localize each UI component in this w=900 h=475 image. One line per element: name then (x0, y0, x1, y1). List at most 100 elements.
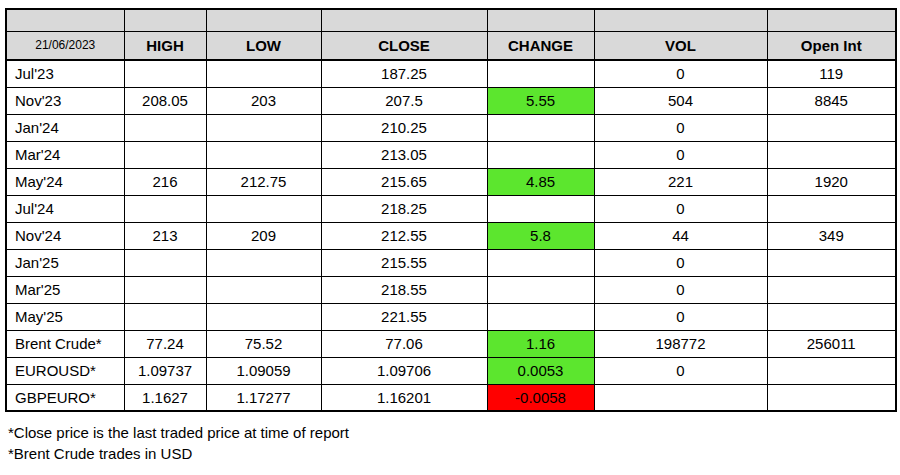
spacer-cell (124, 9, 206, 31)
close-cell: 215.65 (321, 168, 487, 195)
contract-label-cell: Nov'24 (6, 222, 124, 249)
close-cell: 212.55 (321, 222, 487, 249)
contract-label-cell: Nov'23 (6, 87, 124, 114)
openint-cell (767, 249, 896, 276)
close-cell: 1.16201 (321, 384, 487, 411)
low-cell (206, 114, 321, 141)
openint-cell (767, 357, 896, 384)
openint-cell (767, 384, 896, 411)
change-cell (487, 276, 594, 303)
change-cell (487, 249, 594, 276)
change-cell (487, 195, 594, 222)
contract-label-cell: Jul'24 (6, 195, 124, 222)
vol-cell: 0 (594, 249, 767, 276)
change-cell: -0.0058 (487, 384, 594, 411)
low-cell: 1.17277 (206, 384, 321, 411)
table-row: Mar'24 213.05 0 (6, 141, 896, 168)
table-row: Mar'25 218.55 0 (6, 276, 896, 303)
futures-price-table: 21/06/2023 HIGH LOW CLOSE CHANGE VOL Ope… (5, 8, 897, 412)
low-cell (206, 303, 321, 330)
vol-cell (594, 384, 767, 411)
spacer-row (6, 9, 896, 31)
change-cell (487, 114, 594, 141)
close-cell: 218.25 (321, 195, 487, 222)
low-cell: 1.09059 (206, 357, 321, 384)
close-cell: 218.55 (321, 276, 487, 303)
openint-cell: 1920 (767, 168, 896, 195)
contract-label-cell: GBPEURO* (6, 384, 124, 411)
vol-cell: 0 (594, 195, 767, 222)
table-row: Jul'23187.250119 (6, 60, 896, 87)
column-header-change: CHANGE (487, 31, 594, 60)
report-date: 21/06/2023 (6, 31, 124, 60)
contract-label-cell: May'25 (6, 303, 124, 330)
contract-label-cell: Jan'24 (6, 114, 124, 141)
contract-label-cell: EUROUSD* (6, 357, 124, 384)
openint-cell: 349 (767, 222, 896, 249)
footnote-close-price: *Close price is the last traded price at… (8, 422, 895, 443)
high-cell (124, 141, 206, 168)
close-cell: 215.55 (321, 249, 487, 276)
column-header-low: LOW (206, 31, 321, 60)
vol-cell: 0 (594, 276, 767, 303)
vol-cell: 0 (594, 141, 767, 168)
table-row: May'25 221.55 0 (6, 303, 896, 330)
vol-cell: 0 (594, 303, 767, 330)
vol-cell: 44 (594, 222, 767, 249)
high-cell (124, 60, 206, 87)
vol-cell: 221 (594, 168, 767, 195)
low-cell (206, 195, 321, 222)
low-cell (206, 276, 321, 303)
high-cell: 1.1627 (124, 384, 206, 411)
spacer-cell (594, 9, 767, 31)
openint-cell: 119 (767, 60, 896, 87)
high-cell (124, 195, 206, 222)
table-row: Jul'24 218.25 0 (6, 195, 896, 222)
close-cell: 77.06 (321, 330, 487, 357)
report-page: 21/06/2023 HIGH LOW CLOSE CHANGE VOL Ope… (0, 0, 900, 475)
high-cell: 213 (124, 222, 206, 249)
close-cell: 187.25 (321, 60, 487, 87)
vol-cell: 0 (594, 60, 767, 87)
high-cell (124, 249, 206, 276)
change-cell: 5.55 (487, 87, 594, 114)
spacer-cell (321, 9, 487, 31)
close-cell: 210.25 (321, 114, 487, 141)
close-cell: 221.55 (321, 303, 487, 330)
header-row: 21/06/2023 HIGH LOW CLOSE CHANGE VOL Ope… (6, 31, 896, 60)
table-row: Jan'25 215.55 0 (6, 249, 896, 276)
change-cell: 0.0053 (487, 357, 594, 384)
openint-cell (767, 141, 896, 168)
change-cell: 4.85 (487, 168, 594, 195)
high-cell: 1.09737 (124, 357, 206, 384)
close-cell: 207.5 (321, 87, 487, 114)
column-header-vol: VOL (594, 31, 767, 60)
table-row: GBPEURO*1.16271.172771.16201-0.0058 (6, 384, 896, 411)
contract-label-cell: Jan'25 (6, 249, 124, 276)
high-cell (124, 114, 206, 141)
contract-label-cell: Mar'24 (6, 141, 124, 168)
table-row: Nov'24213209212.555.844349 (6, 222, 896, 249)
low-cell: 203 (206, 87, 321, 114)
spacer-cell (206, 9, 321, 31)
vol-cell: 0 (594, 357, 767, 384)
footnotes: *Close price is the last traded price at… (8, 422, 895, 464)
openint-cell (767, 114, 896, 141)
contract-label-cell: Brent Crude* (6, 330, 124, 357)
change-cell: 1.16 (487, 330, 594, 357)
openint-cell (767, 303, 896, 330)
table-row: Nov'23208.05203207.55.555048845 (6, 87, 896, 114)
change-cell (487, 60, 594, 87)
contract-label-cell: Mar'25 (6, 276, 124, 303)
low-cell: 212.75 (206, 168, 321, 195)
close-cell: 1.09706 (321, 357, 487, 384)
footnote-brent-usd: *Brent Crude trades in USD (8, 443, 895, 464)
high-cell: 208.05 (124, 87, 206, 114)
high-cell (124, 276, 206, 303)
close-cell: 213.05 (321, 141, 487, 168)
openint-cell (767, 195, 896, 222)
spacer-cell (767, 9, 896, 31)
vol-cell: 504 (594, 87, 767, 114)
change-cell: 5.8 (487, 222, 594, 249)
low-cell (206, 141, 321, 168)
